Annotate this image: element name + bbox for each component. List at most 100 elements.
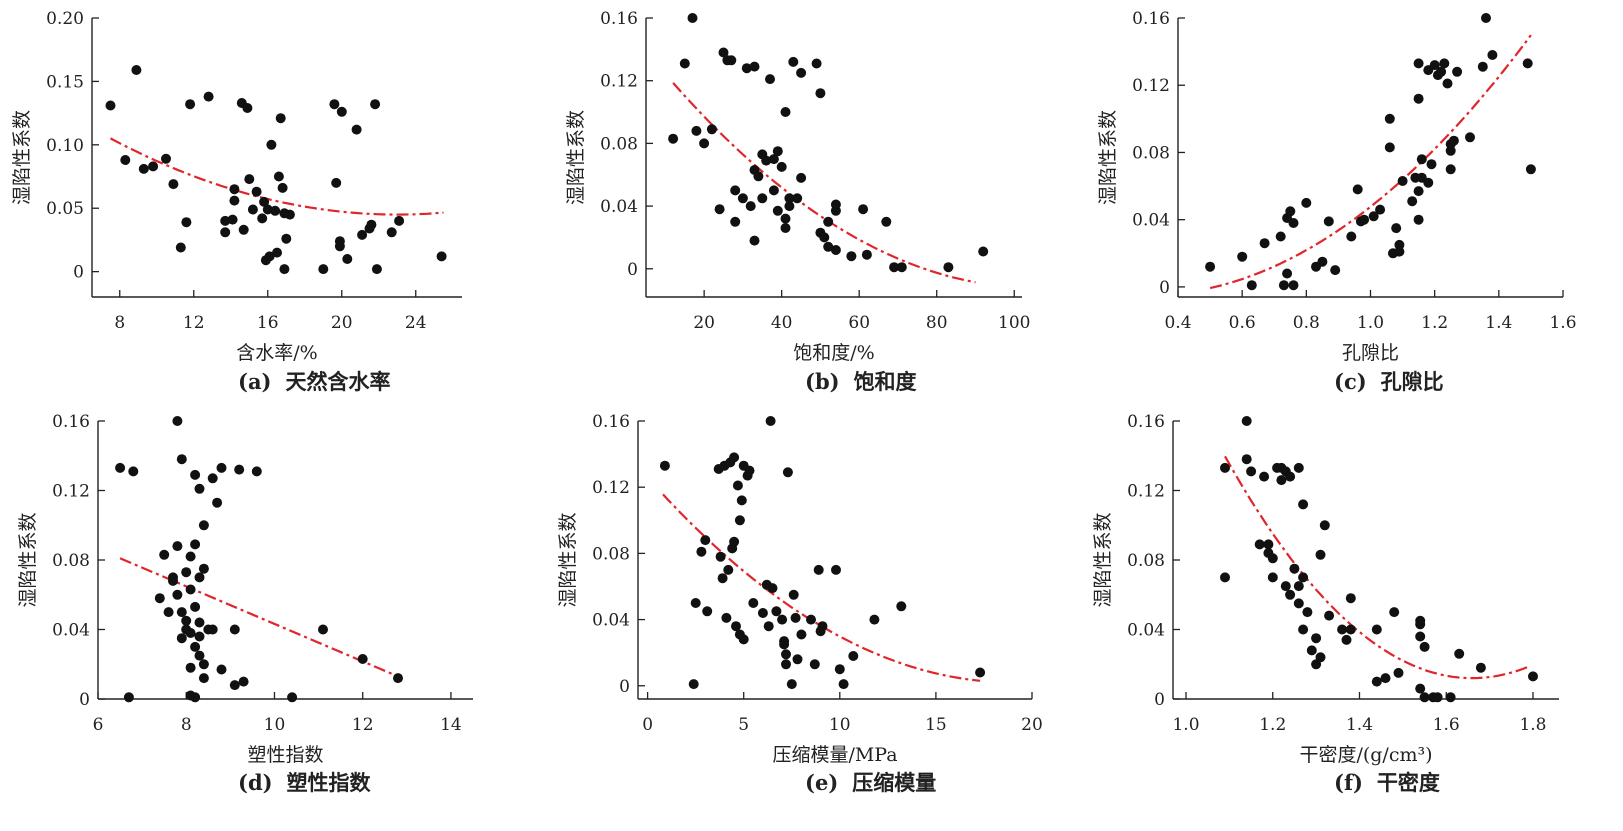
data-point	[181, 567, 192, 578]
data-point	[1423, 177, 1434, 188]
x-tick-label: 1.6	[1549, 313, 1576, 333]
data-point	[771, 606, 782, 617]
x-tick-label: 6	[93, 715, 104, 735]
data-point	[1288, 280, 1299, 291]
x-tick-label: 1.4	[1485, 313, 1512, 333]
data-point	[181, 217, 192, 228]
data-point	[371, 264, 382, 275]
data-point	[1324, 610, 1335, 621]
data-point	[190, 601, 201, 612]
data-point	[229, 184, 240, 195]
data-point	[823, 241, 834, 252]
data-point	[185, 99, 196, 110]
data-point	[1452, 66, 1463, 77]
data-point	[1413, 93, 1424, 104]
data-point	[745, 201, 756, 212]
x-axis-title: 压缩模量/MPa	[772, 744, 897, 766]
data-point	[1311, 633, 1322, 644]
data-point	[809, 659, 820, 670]
data-point	[776, 161, 787, 172]
y-tick-label: 0.08	[600, 134, 638, 154]
data-point	[185, 662, 196, 673]
caption-open-paren: (	[805, 369, 815, 394]
y-tick-label: 0.20	[46, 9, 84, 29]
data-point	[744, 465, 755, 476]
data-point	[181, 615, 192, 626]
data-point	[1477, 61, 1488, 72]
data-point	[1432, 692, 1443, 703]
data-point	[1302, 607, 1313, 618]
data-point	[726, 55, 737, 66]
data-point	[386, 227, 397, 238]
data-point	[216, 462, 227, 473]
data-point	[1384, 142, 1395, 153]
data-point	[1315, 652, 1326, 663]
data-point	[1285, 589, 1296, 600]
data-point	[394, 215, 405, 226]
data-point	[858, 204, 869, 215]
data-point	[1465, 132, 1475, 143]
data-point	[1487, 50, 1498, 60]
data-point	[1246, 466, 1257, 477]
data-point	[1371, 676, 1382, 687]
data-point	[1315, 549, 1326, 560]
caption-open-paren: (	[1334, 770, 1344, 795]
data-point	[748, 598, 759, 608]
x-tick-label: 20	[1021, 715, 1043, 735]
data-point	[351, 124, 362, 135]
data-point	[1263, 539, 1274, 550]
data-point	[1241, 416, 1252, 426]
y-axis-title: 湿陷性系数	[11, 110, 33, 205]
data-point	[1394, 239, 1405, 250]
y-tick-label: 0.16	[52, 412, 90, 432]
panel-b: 0 0.04 0.08 0.12 0.16 20 40 60 80 100 饱和度/% 湿陷性系数 (b…	[565, 9, 1030, 394]
data-point	[1429, 60, 1440, 71]
x-tick-label: 60	[848, 313, 870, 333]
data-point	[796, 67, 807, 78]
data-point	[1259, 238, 1270, 249]
data-point	[1237, 251, 1248, 262]
data-point	[730, 185, 741, 196]
data-point	[270, 205, 281, 216]
data-point	[357, 654, 368, 664]
data-point	[1254, 539, 1265, 550]
x-tick-label: 0.6	[1229, 313, 1256, 333]
data-point	[251, 186, 262, 197]
fit-curve	[1209, 34, 1532, 290]
data-point	[1525, 164, 1536, 175]
x-tick-label: 5	[738, 715, 749, 735]
data-point	[1397, 176, 1408, 186]
x-axis-title: 孔隙比	[1342, 342, 1399, 364]
panel-caption: (d) 塑性指数	[238, 770, 372, 795]
data-point	[1298, 624, 1309, 635]
data-point	[830, 245, 841, 255]
y-tick-label: 0.08	[1132, 143, 1170, 163]
data-point	[105, 100, 116, 111]
data-point	[131, 65, 142, 75]
data-point	[1391, 223, 1402, 234]
y-tick-label: 0.16	[1127, 412, 1165, 432]
x-tick-label: 12	[183, 313, 205, 333]
data-point	[700, 535, 711, 546]
data-point	[668, 133, 679, 144]
data-point	[281, 233, 292, 244]
data-point	[777, 614, 788, 625]
data-point	[753, 171, 764, 182]
data-point	[331, 177, 342, 188]
data-point	[198, 563, 209, 574]
y-tick-label: 0.16	[592, 412, 630, 432]
data-point	[679, 58, 690, 69]
data-point	[1330, 265, 1341, 276]
x-axis-title: 干密度/(g/cm³)	[1299, 744, 1432, 766]
data-point	[159, 549, 170, 560]
data-point	[1393, 667, 1404, 678]
data-point	[869, 614, 880, 625]
caption-open-paren: (	[238, 369, 248, 394]
x-tick-label: 8	[181, 715, 192, 735]
data-point	[943, 262, 954, 273]
data-point	[172, 416, 183, 426]
data-point	[229, 680, 240, 691]
caption-letter: d	[248, 770, 263, 795]
caption-close-paren: )	[1357, 369, 1367, 394]
data-point	[148, 161, 159, 172]
